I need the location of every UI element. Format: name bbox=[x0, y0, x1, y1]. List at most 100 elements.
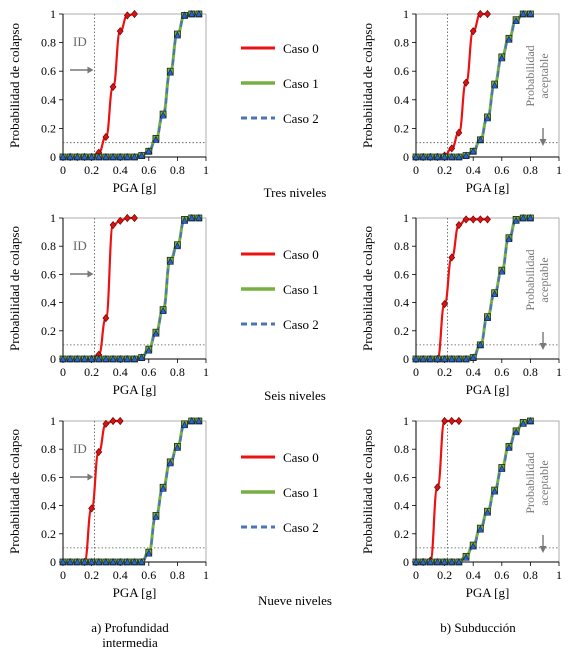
y-tick-label: 1 bbox=[403, 211, 409, 225]
y-tick-label: 0.2 bbox=[394, 121, 409, 135]
data-point-caso-2 bbox=[173, 31, 181, 39]
data-point-caso-2 bbox=[88, 152, 96, 160]
x-tick-label: 0.6 bbox=[494, 365, 509, 379]
data-point-caso-2 bbox=[116, 557, 124, 565]
legend-label-caso-2: Caso 2 bbox=[283, 317, 319, 332]
data-point-caso-2 bbox=[102, 354, 110, 362]
y-tick-label: 0.8 bbox=[394, 442, 409, 456]
x-tick-label: 0.6 bbox=[141, 365, 156, 379]
x-axis-label: PGA [g] bbox=[466, 585, 510, 600]
data-point-caso-2 bbox=[166, 459, 174, 467]
data-point-caso-2 bbox=[123, 152, 131, 160]
legend-label-caso-0: Caso 0 bbox=[283, 450, 319, 465]
data-point-caso-2 bbox=[448, 152, 456, 160]
data-point-caso-2 bbox=[188, 213, 196, 221]
data-point-caso-2 bbox=[188, 9, 196, 17]
data-point-caso-0 bbox=[116, 416, 124, 426]
y-tick-label: 0.8 bbox=[394, 36, 409, 50]
data-point-caso-2 bbox=[95, 557, 103, 565]
data-point-caso-2 bbox=[59, 557, 67, 565]
data-point-caso-2 bbox=[455, 557, 463, 565]
data-point-caso-0 bbox=[102, 419, 110, 428]
column-label-line: a) Profundidad bbox=[91, 620, 169, 635]
x-tick-label: 0.8 bbox=[523, 365, 538, 379]
y-tick-label: 0.8 bbox=[41, 442, 56, 456]
data-point-caso-2 bbox=[102, 152, 110, 160]
annotation-arrow-head bbox=[539, 546, 547, 553]
legend-label-caso-0: Caso 0 bbox=[283, 247, 319, 262]
data-point-caso-2 bbox=[441, 152, 449, 160]
data-point-caso-2 bbox=[519, 419, 527, 427]
data-point-caso-2 bbox=[116, 152, 124, 160]
x-tick-label: 0 bbox=[60, 163, 66, 177]
data-point-caso-2 bbox=[73, 354, 81, 362]
data-point-caso-2 bbox=[145, 549, 153, 557]
x-tick-label: 0.6 bbox=[141, 163, 156, 177]
data-point-caso-0 bbox=[434, 483, 441, 492]
data-point-caso-2 bbox=[180, 11, 189, 19]
column-label-profundidad-intermedia: a) Profundidad intermedia bbox=[91, 620, 169, 650]
y-tick-label: 0.4 bbox=[394, 93, 409, 107]
data-point-caso-2 bbox=[116, 354, 124, 362]
x-tick-label: 0.8 bbox=[523, 568, 538, 582]
data-point-caso-0 bbox=[484, 215, 491, 224]
annotation-word: aceptable bbox=[537, 460, 551, 505]
x-tick-label: 0.8 bbox=[170, 163, 185, 177]
x-tick-label: 0.8 bbox=[523, 163, 538, 177]
data-point-caso-2 bbox=[195, 9, 203, 17]
data-point-caso-0 bbox=[102, 314, 110, 323]
data-point-caso-2 bbox=[469, 147, 477, 155]
data-point-caso-0 bbox=[131, 213, 138, 223]
x-tick-label: 0.2 bbox=[437, 365, 452, 379]
data-point-caso-2 bbox=[80, 354, 89, 362]
series-line-caso-2 bbox=[416, 12, 531, 159]
y-tick-label: 0 bbox=[403, 555, 409, 569]
data-point-caso-0 bbox=[455, 128, 463, 137]
x-tick-label: 0.2 bbox=[437, 568, 452, 582]
data-point-caso-2 bbox=[512, 428, 520, 436]
y-axis-label: Probabilidad de colapso bbox=[7, 429, 22, 554]
data-point-caso-0 bbox=[484, 9, 491, 19]
series-line-caso-0 bbox=[436, 218, 488, 361]
data-point-caso-2 bbox=[483, 114, 492, 122]
data-point-caso-2 bbox=[59, 152, 67, 160]
data-point-caso-0 bbox=[455, 416, 463, 426]
data-point-caso-2 bbox=[130, 354, 139, 362]
data-point-caso-2 bbox=[419, 152, 427, 160]
row-label-seis-niveles: Seis niveles bbox=[264, 388, 326, 403]
y-tick-label: 1 bbox=[50, 211, 56, 225]
chart-panel-a2: 0 0.2 0.4 0.6 0.8 1 0 0.2 0.4 0.6 0.8 1 PGA [g] Proba… bbox=[7, 211, 209, 397]
data-point-caso-0 bbox=[448, 144, 456, 153]
data-point-caso-2 bbox=[80, 557, 89, 565]
data-point-caso-2 bbox=[419, 354, 427, 362]
y-tick-label: 1 bbox=[403, 414, 409, 428]
data-point-caso-2 bbox=[498, 54, 506, 62]
x-tick-label: 0.8 bbox=[170, 365, 185, 379]
x-tick-label: 0.4 bbox=[113, 365, 128, 379]
annotation-id: ID bbox=[73, 34, 87, 49]
data-point-caso-2 bbox=[462, 553, 470, 561]
labels: Tres niveles Seis niveles Nueve niveles … bbox=[91, 185, 516, 650]
legend-row-3: Caso 0 Caso 1 Caso 2 bbox=[241, 450, 319, 535]
data-point-caso-2 bbox=[138, 353, 146, 361]
data-point-caso-0 bbox=[448, 416, 456, 426]
data-point-caso-2 bbox=[412, 152, 420, 160]
legend-label-caso-2: Caso 2 bbox=[283, 111, 319, 126]
series-line-caso-1 bbox=[416, 12, 531, 159]
data-point-caso-2 bbox=[419, 557, 427, 565]
data-point-caso-2 bbox=[152, 135, 160, 143]
data-point-caso-2 bbox=[102, 557, 110, 565]
y-tick-label: 0.6 bbox=[394, 267, 409, 281]
y-tick-label: 0.8 bbox=[41, 36, 56, 50]
data-point-caso-2 bbox=[455, 354, 463, 362]
chart-panel-b2: 0 0.2 0.4 0.6 0.8 1 0 0.2 0.4 0.6 0.8 1 PGA [g] Proba… bbox=[360, 211, 562, 397]
data-point-caso-2 bbox=[441, 354, 449, 362]
x-tick-label: 0.4 bbox=[466, 163, 481, 177]
data-point-caso-0 bbox=[116, 27, 124, 36]
y-tick-label: 0.6 bbox=[41, 470, 56, 484]
data-point-caso-2 bbox=[66, 152, 74, 160]
annotation-word: aceptable bbox=[537, 257, 551, 302]
data-point-caso-2 bbox=[412, 354, 420, 362]
